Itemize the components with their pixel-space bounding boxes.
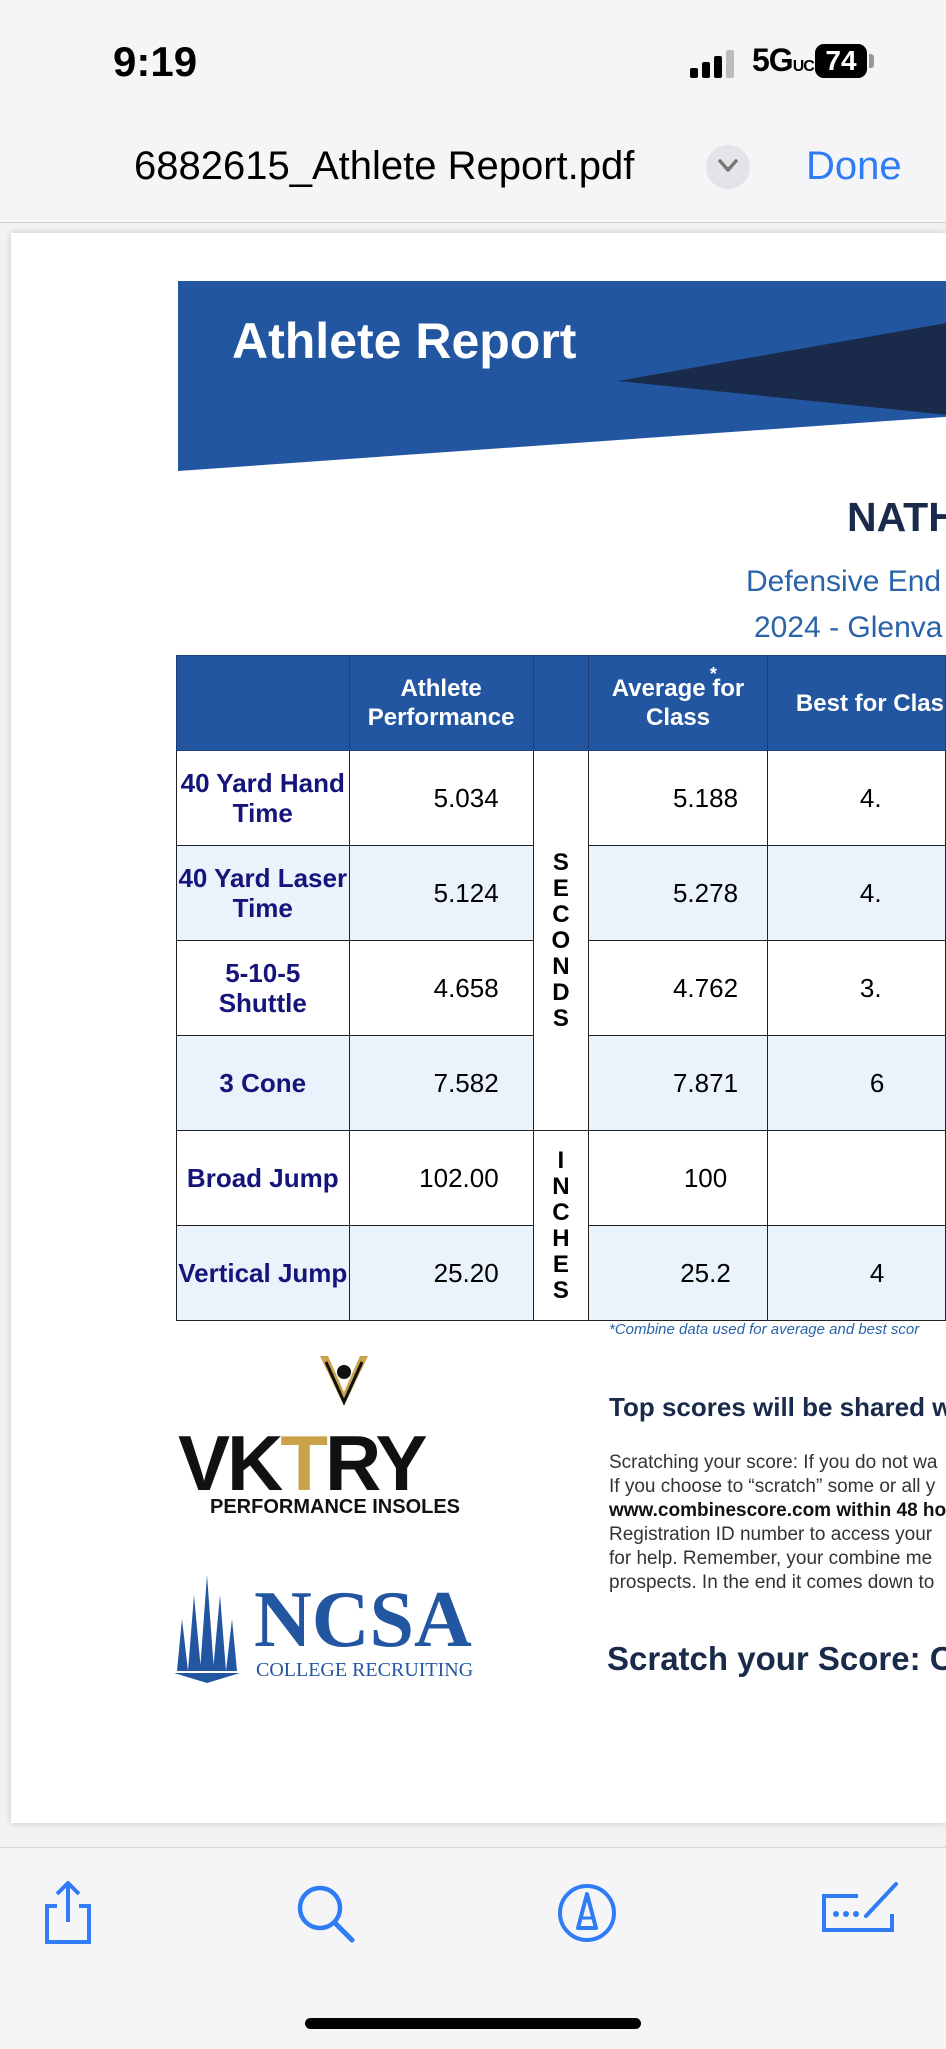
average-value: 5.188: [588, 750, 768, 846]
performance-value: 5.034: [348, 750, 534, 846]
ncsa-emblem: [174, 1575, 240, 1683]
signal-icon: [690, 48, 740, 78]
header-performance: Athlete Performance: [348, 655, 534, 751]
search-icon: [297, 1885, 355, 1943]
table-row: Vertical Jump 25.20 25.2 4: [176, 1225, 946, 1321]
home-indicator[interactable]: [305, 2018, 641, 2029]
metric-label: 40 Yard Hand Time: [176, 750, 350, 846]
header-average: Average for Class *: [588, 655, 768, 751]
share-button[interactable]: [33, 1878, 103, 1948]
vktry-emblem: [320, 1356, 368, 1406]
metric-label: Broad Jump: [176, 1130, 350, 1226]
paragraph-line: If you choose to “scratch” some or all y: [609, 1476, 936, 1497]
table-row: 3 Cone 7.582 7.871 6: [176, 1035, 946, 1131]
athlete-position: Defensive End: [746, 565, 942, 598]
average-value: 7.871: [588, 1035, 768, 1131]
header-unit: [532, 655, 590, 751]
performance-value: 25.20: [348, 1225, 534, 1321]
markup-button[interactable]: [552, 1878, 622, 1948]
paragraph-line: for help. Remember, your combine me: [609, 1548, 933, 1569]
signature-button[interactable]: [818, 1878, 904, 1948]
performance-value: 7.582: [348, 1035, 534, 1131]
share-icon: [45, 1881, 91, 1944]
table-row: Broad Jump 102.00 I N C H E S 100: [176, 1130, 946, 1321]
done-button[interactable]: Done: [806, 144, 902, 188]
vktry-tagline: PERFORMANCE INSOLES: [210, 1496, 461, 1518]
chevron-down-icon: [718, 159, 738, 172]
paragraph-line: www.combinescore.com within 48 ho: [609, 1500, 946, 1521]
search-button[interactable]: [290, 1878, 360, 1948]
unit-seconds: S E C O N D S: [532, 750, 590, 1131]
paragraph-line: Scratching your score: If you do not wa: [609, 1452, 938, 1473]
results-table: Athlete Performance Average for Class * B…: [176, 655, 946, 1321]
signature-icon: [822, 1882, 898, 1932]
bottom-toolbar: [0, 1847, 946, 2049]
scratch-heading: Scratch your Score: C: [607, 1640, 946, 1677]
best-value: 4: [766, 1225, 946, 1321]
battery-tip: [869, 54, 874, 68]
event-info: 2024 - Glenva: [754, 611, 943, 644]
best-value: 4.: [766, 845, 946, 941]
banner-title: Athlete Report: [232, 313, 577, 369]
scratch-paragraph: Scratching your score: If you do not wa …: [609, 1451, 946, 1595]
metric-label: 3 Cone: [176, 1035, 350, 1131]
paragraph-line: prospects. In the end it comes down to: [609, 1572, 935, 1593]
average-value: 5.278: [588, 845, 768, 941]
ncsa-tagline: COLLEGE RECRUITING: [256, 1659, 474, 1681]
average-value: 4.762: [588, 940, 768, 1036]
table-footnote: *Combine data used for average and best …: [609, 1321, 920, 1338]
network-label: 5GUC: [752, 42, 815, 78]
header-best: Best for Clas: [766, 655, 946, 751]
performance-value: 4.658: [348, 940, 534, 1036]
ncsa-wordmark: NCSA: [254, 1576, 472, 1664]
average-value: 100: [588, 1130, 768, 1226]
unit-inches: I N C H E S: [532, 1130, 590, 1321]
markup-icon: [558, 1884, 616, 1942]
report-banner: [178, 281, 946, 471]
athlete-name: NATH: [847, 494, 946, 540]
best-value: 4.: [766, 750, 946, 846]
table-row: 40 Yard Hand Time 5.034 S E C O N D S 5.…: [176, 750, 946, 1131]
table-header-row: Athlete Performance Average for Class * B…: [176, 655, 946, 751]
header-metric: [176, 655, 350, 751]
ncsa-logo: NCSA COLLEGE RECRUITING: [174, 1575, 504, 1695]
paragraph-line: Registration ID number to access your: [609, 1524, 933, 1545]
vktry-wordmark: VKTRY: [178, 1419, 427, 1507]
nav-bar: 6882615_Athlete Report.pdf Done: [0, 110, 946, 223]
performance-value: 5.124: [348, 845, 534, 941]
battery-icon: 74: [815, 44, 867, 78]
best-value: 6: [766, 1035, 946, 1131]
metric-label: 40 Yard Laser Time: [176, 845, 350, 941]
performance-value: 102.00: [348, 1130, 534, 1226]
metric-label: Vertical Jump: [176, 1225, 350, 1321]
status-bar: 9:19 5GUC 74: [0, 0, 946, 110]
best-value: [766, 1130, 946, 1226]
metric-label: 5-10-5 Shuttle: [176, 940, 350, 1036]
average-value: 25.2: [588, 1225, 768, 1321]
best-value: 3.: [766, 940, 946, 1036]
top-scores-heading: Top scores will be shared wit: [609, 1392, 946, 1422]
document-title[interactable]: 6882615_Athlete Report.pdf: [134, 144, 635, 188]
vktry-logo: VKTRY PERFORMANCE INSOLES: [178, 1346, 498, 1518]
title-menu-button[interactable]: [706, 145, 750, 189]
status-time: 9:19: [113, 38, 198, 85]
